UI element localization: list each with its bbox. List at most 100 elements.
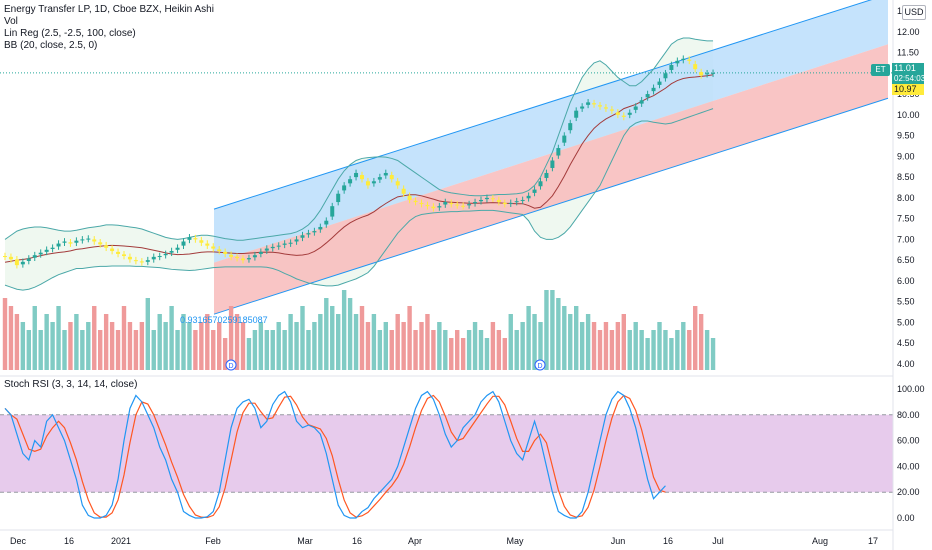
candle-body [490, 198, 495, 200]
candle-body [211, 246, 216, 249]
volume-bar [704, 330, 710, 370]
candle-body [104, 245, 109, 248]
candle-body [496, 199, 501, 203]
volume-bar [258, 322, 264, 370]
volume-bar [20, 322, 26, 370]
volume-bar [579, 322, 585, 370]
volume-bar [544, 290, 549, 370]
volume-bar [175, 330, 180, 370]
linreg-upper-line [213, 0, 873, 210]
bb-basis-tag: 10.97 [892, 84, 924, 95]
candle-body [461, 205, 466, 207]
volume-bar [121, 306, 127, 370]
bb-basis-line [4, 74, 714, 263]
volume-bar [401, 322, 406, 370]
volume-bar [538, 322, 543, 370]
currency-tag[interactable]: USD [902, 5, 926, 20]
candle-body [50, 247, 55, 249]
symbol-tag: ET [871, 64, 890, 76]
volume-bar [603, 322, 609, 370]
volume-bar [222, 338, 228, 370]
volume-bar [460, 338, 466, 370]
linreg-pearson-label: 0.9316570259185087 [180, 315, 268, 325]
candle-body [592, 103, 597, 105]
volume-bar [169, 306, 174, 370]
candle-body [568, 123, 573, 131]
dividend-marker-label: D [228, 363, 233, 370]
candle-body [693, 64, 698, 70]
candle-body [556, 148, 561, 156]
candle-body [264, 248, 269, 251]
volume-bar [92, 306, 97, 370]
candle-body [270, 246, 275, 249]
volume-bar [139, 322, 145, 370]
volume-bar [669, 338, 674, 370]
candle-body [395, 181, 400, 186]
volume-bar [133, 330, 139, 370]
volume-bar [276, 322, 281, 370]
chart-legend: Energy Transfer LP, 1D, Cboe BZX, Heikin… [4, 4, 214, 52]
volume-bar [205, 314, 210, 370]
volume-bar [508, 314, 513, 370]
candle-body [8, 256, 13, 260]
candle-body [574, 110, 579, 118]
volume-bar [282, 330, 287, 370]
linreg-legend[interactable]: Lin Reg (2.5, -2.5, 100, close) [4, 28, 136, 39]
candle-body [663, 73, 668, 79]
time-tick-label: Aug [812, 536, 828, 546]
price-tick-label: 12.00 [897, 27, 920, 37]
volume-bar [306, 330, 311, 370]
volume-bar [157, 314, 162, 370]
candle-body [526, 195, 531, 199]
candle-body [133, 260, 138, 262]
candle-body [508, 202, 513, 204]
rsi-tick-label: 60.00 [897, 436, 920, 446]
rsi-tick-label: 80.00 [897, 410, 920, 420]
candle-body [455, 204, 460, 206]
linreg-upper-band [214, 0, 888, 263]
candle-body [401, 188, 406, 194]
volume-bar [371, 314, 377, 370]
dividend-marker-2[interactable]: D [534, 359, 546, 371]
volume-bar [455, 330, 460, 370]
bb-legend[interactable]: BB (20, close, 2.5, 0) [4, 40, 98, 51]
candle-body [205, 243, 210, 246]
volume-bar [431, 330, 436, 370]
last-price-tag: 11.01 [892, 63, 924, 74]
time-tick-label: 16 [64, 536, 74, 546]
candle-body [175, 247, 180, 250]
candle-body [193, 238, 198, 240]
volume-bar [621, 314, 626, 370]
candle-body [32, 255, 37, 258]
candle-body [377, 177, 382, 180]
time-tick-label: Jul [712, 536, 724, 546]
candle-body [603, 107, 608, 109]
volume-bar [657, 322, 662, 370]
volume-bar [330, 306, 335, 370]
volume-bar [615, 322, 621, 370]
candle-body [282, 243, 287, 245]
linreg-lower-band [214, 44, 888, 315]
candle-body [306, 233, 311, 235]
volume-bar [591, 322, 597, 370]
volume-bar [294, 322, 299, 370]
dividend-marker-1[interactable]: D [225, 359, 237, 371]
candle-body [151, 256, 156, 260]
symbol-title[interactable]: Energy Transfer LP, 1D, Cboe BZX, Heikin… [4, 4, 214, 15]
stoch-rsi-legend[interactable]: Stoch RSI (3, 3, 14, 14, close) [4, 379, 138, 390]
volume-bar [181, 314, 186, 370]
rsi-axis: 0.00 20.00 40.00 60.00 80.00 100.00 [897, 384, 925, 523]
volume-legend[interactable]: Vol [4, 16, 18, 27]
linreg-lower-line [213, 97, 889, 315]
candle-body [56, 243, 61, 247]
dividend-marker-label: D [537, 363, 542, 370]
volume-bar [419, 322, 424, 370]
candle-body [627, 112, 632, 115]
volume-bar [550, 290, 555, 370]
candle-body [675, 60, 680, 64]
volume-bar [627, 330, 632, 370]
candle-body [62, 241, 67, 243]
candle-body [20, 261, 25, 265]
price-tick-label: 8.00 [897, 193, 915, 203]
